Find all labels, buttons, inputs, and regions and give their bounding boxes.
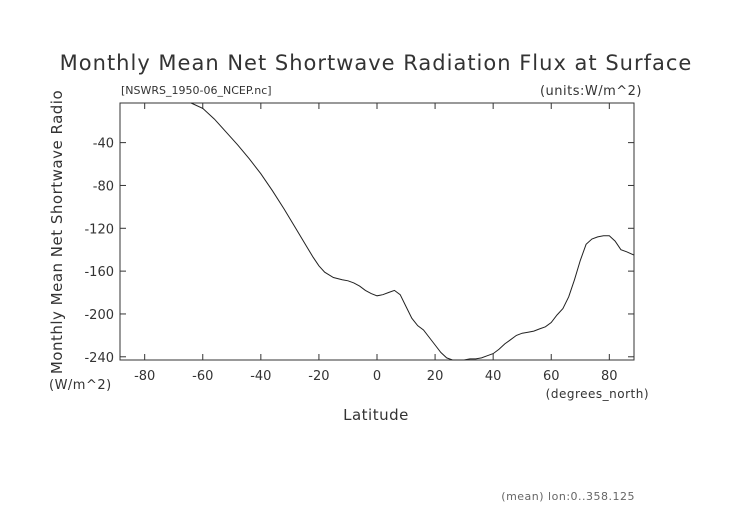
y-tick-label: -160 — [84, 265, 114, 280]
x-tick-labels: -80 -60 -40 -20 0 20 40 60 80 — [134, 369, 618, 384]
x-tick-label: -60 — [192, 369, 213, 384]
x-unit-label: (degrees_north) — [546, 387, 649, 401]
y-tick-label: -40 — [93, 137, 114, 152]
footnote: (mean) lon:0..358.125 — [501, 490, 635, 503]
series-line — [190, 102, 635, 361]
y-tick-label: -80 — [93, 179, 114, 194]
y-tick-label: -120 — [84, 222, 114, 237]
x-tick-label: 40 — [485, 369, 502, 384]
x-tick-label: -20 — [308, 369, 329, 384]
y-axis-label: Monthly Mean Net Shortwave Radio — [48, 90, 66, 374]
x-tick-label: -80 — [134, 369, 155, 384]
axis-ticks — [120, 103, 634, 360]
x-axis-label: Latitude — [343, 406, 409, 424]
x-tick-label: 80 — [601, 369, 618, 384]
plot-frame — [119, 102, 635, 361]
y-unit-label: (W/m^2) — [49, 378, 112, 393]
units-label: (units:W/m^2) — [540, 84, 642, 99]
y-tick-label: -240 — [84, 351, 114, 366]
x-tick-label: -40 — [250, 369, 271, 384]
x-tick-label: 20 — [427, 369, 444, 384]
x-tick-label: 60 — [543, 369, 560, 384]
y-tick-label: -200 — [84, 308, 114, 323]
y-tick-labels: -40 -80 -120 -160 -200 -240 — [84, 137, 114, 366]
x-tick-label: 0 — [373, 369, 381, 384]
chart-title: Monthly Mean Net Shortwave Radiation Flu… — [60, 51, 693, 75]
chart-subtitle: [NSWRS_1950-06_NCEP.nc] — [121, 84, 272, 97]
